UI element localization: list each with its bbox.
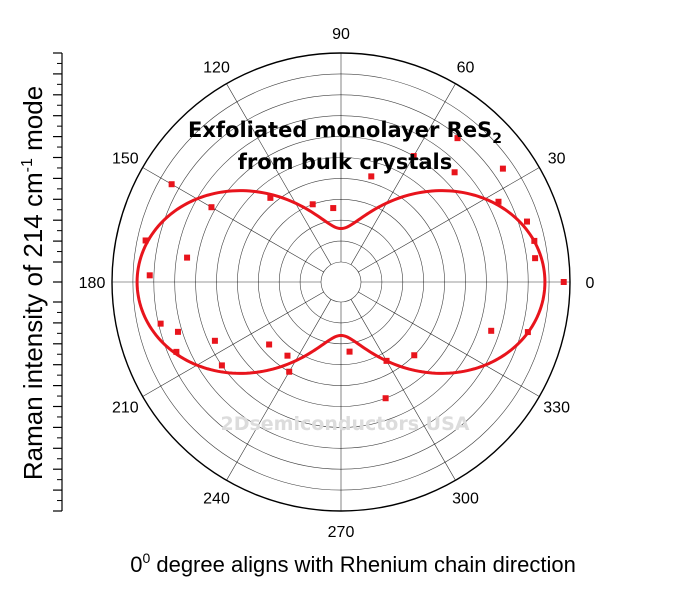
data-point: [451, 169, 458, 176]
data-point: [499, 165, 506, 172]
data-point: [495, 198, 502, 205]
angle-tick-label: 210: [112, 400, 139, 417]
angle-tick-label: 300: [452, 491, 479, 508]
angle-tick-labels: 0 30 60 90 120 150 180 210 240 270 300 330: [79, 26, 595, 541]
data-point: [346, 348, 353, 355]
data-point: [157, 320, 164, 327]
grid-spoke: [226, 83, 332, 265]
data-point: [382, 395, 389, 402]
data-point: [523, 218, 530, 225]
angle-tick-label: 330: [543, 400, 570, 417]
grid-spoke: [142, 291, 324, 397]
angle-tick-label: 120: [203, 59, 230, 76]
data-point: [532, 255, 539, 262]
data-point: [410, 153, 417, 160]
data-point: [560, 279, 567, 285]
polar-grid: [111, 52, 571, 512]
data-point: [168, 181, 175, 188]
data-point: [284, 352, 291, 359]
data-points-layer: [142, 135, 567, 402]
grid-ring: [320, 261, 362, 303]
data-point: [146, 272, 153, 279]
angle-tick-label: 0: [586, 275, 595, 292]
data-point: [454, 135, 461, 142]
data-point: [309, 201, 316, 208]
angle-tick-label: 180: [79, 275, 106, 292]
data-point: [267, 194, 274, 201]
angle-tick-label: 270: [328, 524, 355, 541]
chart-title-line2: from bulk crystals: [238, 150, 452, 174]
radial-axis: [53, 52, 63, 512]
data-point: [266, 341, 273, 348]
chart-title: Exfoliated monolayer ReS2 from bulk crys…: [188, 118, 502, 174]
x-caption: 00 degree aligns with Rhenium chain dire…: [130, 550, 576, 577]
grid-spoke: [350, 83, 456, 265]
angle-tick-label: 90: [332, 26, 350, 43]
data-point: [173, 348, 180, 355]
angle-tick-label: 30: [548, 151, 566, 168]
data-point: [368, 173, 375, 180]
data-point: [383, 357, 390, 364]
data-point: [286, 368, 293, 375]
data-point: [211, 337, 218, 344]
data-point: [184, 254, 191, 261]
y-axis-label: Raman intensity of 214 cm-1 mode: [18, 86, 48, 480]
data-point: [208, 204, 215, 211]
data-point: [524, 329, 531, 336]
data-point: [411, 352, 418, 359]
angle-tick-label: 150: [112, 151, 139, 168]
watermark: 2Dsemiconductors USA: [221, 413, 470, 435]
data-point: [488, 327, 495, 334]
grid-spoke: [226, 299, 332, 481]
data-point: [531, 237, 538, 244]
chart-title-line1: Exfoliated monolayer ReS2: [188, 118, 502, 147]
data-point: [174, 328, 181, 335]
grid-spoke: [358, 291, 540, 397]
grid-spoke: [358, 167, 540, 273]
data-point: [218, 362, 225, 369]
data-point: [142, 237, 149, 244]
angle-tick-label: 240: [203, 491, 230, 508]
grid-spoke: [350, 299, 456, 481]
data-point: [330, 205, 337, 212]
angle-tick-label: 60: [457, 59, 475, 76]
